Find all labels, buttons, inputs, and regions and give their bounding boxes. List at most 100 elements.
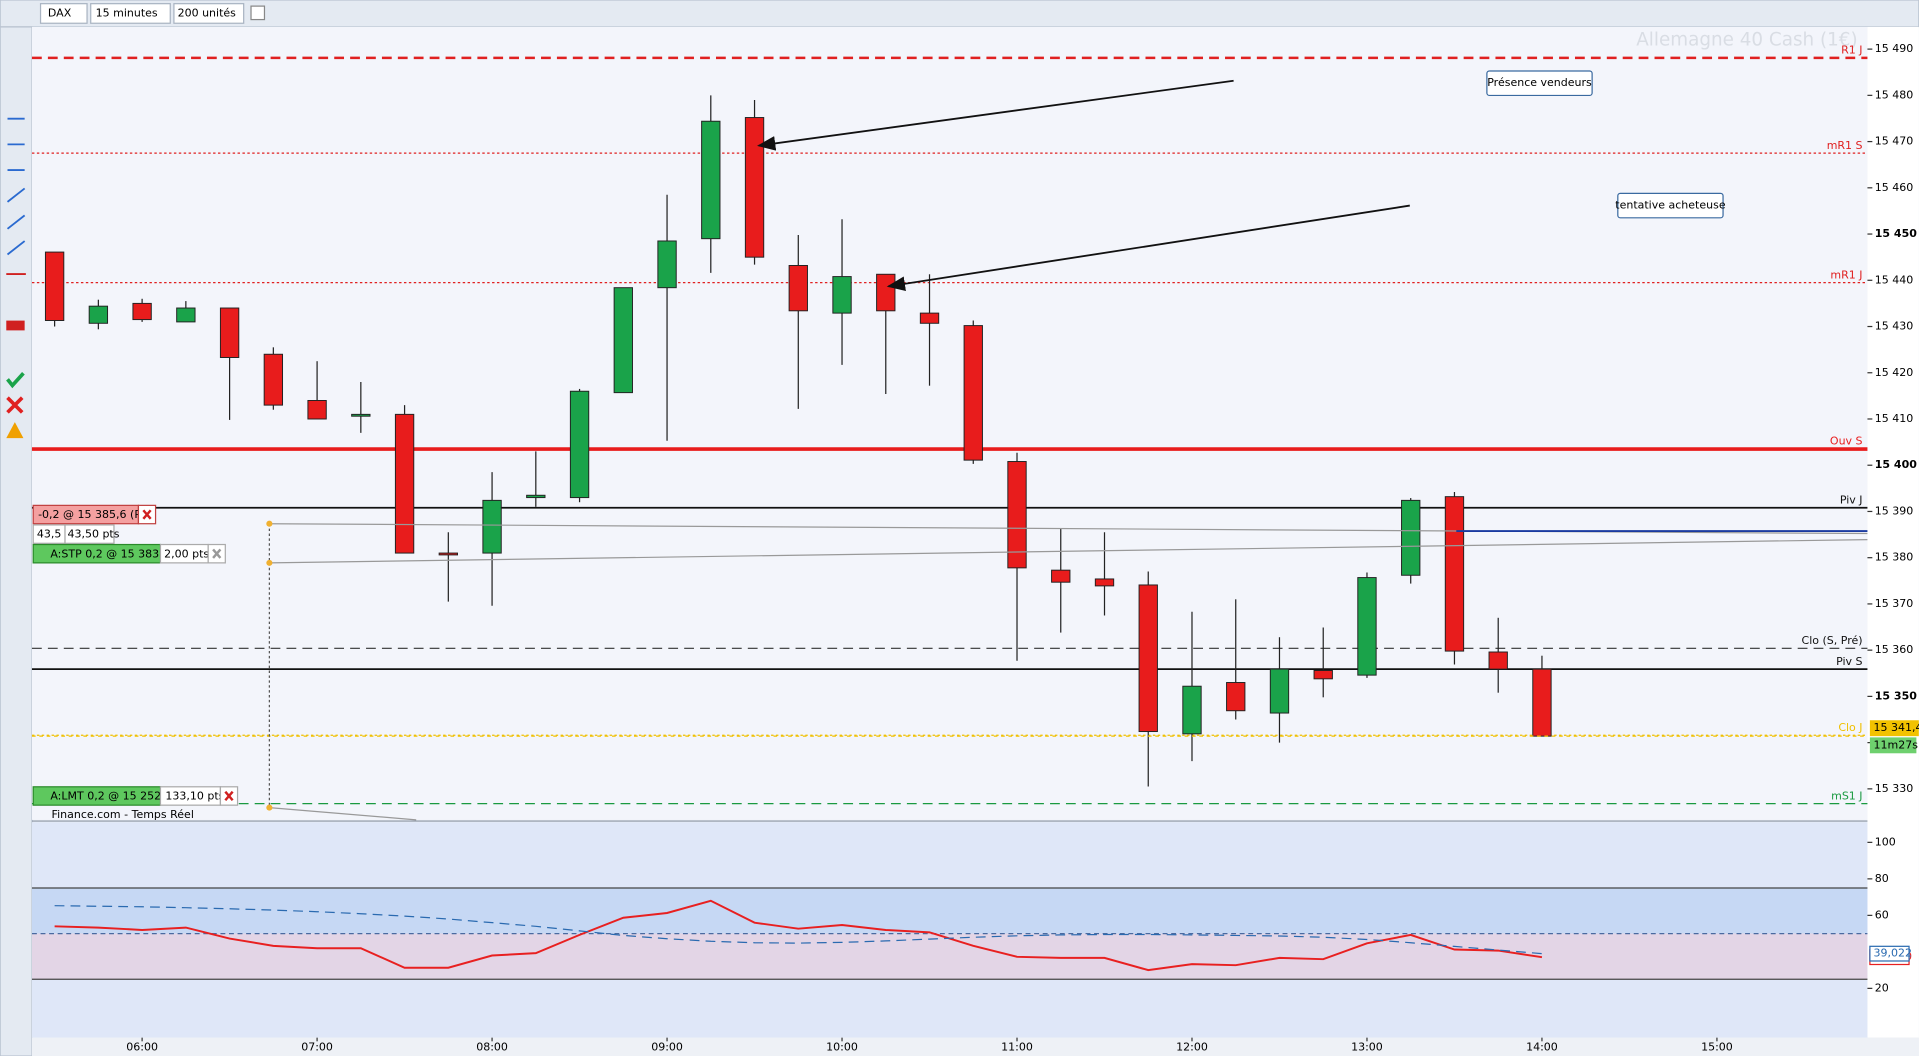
candle-body <box>613 287 633 394</box>
indicator-line <box>54 905 1543 955</box>
candle-body <box>1401 499 1421 576</box>
upper-band <box>31 887 1868 934</box>
candle-body <box>876 273 896 312</box>
instrument: DAX <box>48 6 72 19</box>
units: 200 unités <box>178 6 237 19</box>
stop: A:STP 0,2 @ 15 383,6 <box>50 547 169 560</box>
y-tick-label: 15 400 <box>1875 458 1917 471</box>
lower-band <box>31 933 1868 980</box>
candle-body <box>1182 685 1202 735</box>
candle-body <box>88 305 109 324</box>
instrument-select[interactable] <box>39 3 88 24</box>
value-label: 39,022 <box>1874 947 1912 960</box>
indicator-line <box>54 899 1543 972</box>
candle-body <box>744 117 765 258</box>
y-tick-label: 15 410 <box>1875 412 1913 425</box>
limit: A:LMT 0,2 @ 15 252,5 <box>50 790 171 803</box>
y-tick-label: 15 350 <box>1875 689 1917 702</box>
y-tick-label: 15 380 <box>1875 551 1913 564</box>
y-tick-label: 15 480 <box>1875 88 1913 101</box>
candle-body <box>219 307 240 358</box>
value-tag <box>1869 945 1910 962</box>
level-label: mR1 S <box>1827 139 1863 152</box>
annotation: tentative acheteuse <box>1615 199 1726 212</box>
candle-body <box>1488 651 1508 670</box>
y-tick-label: 15 390 <box>1875 504 1913 517</box>
data-source: Finance.com - Temps Réel <box>52 808 194 821</box>
units-select[interactable] <box>173 3 245 24</box>
position: -0,2 @ 15 385,6 (RL) <box>38 508 152 521</box>
time-axis <box>31 1037 1919 1056</box>
y-tick-label: 15 470 <box>1875 135 1913 148</box>
candle-body <box>569 390 590 499</box>
annotation-box[interactable] <box>1486 70 1593 97</box>
timeframe-select[interactable] <box>90 3 171 24</box>
y-tick-label: 60 <box>1875 908 1889 921</box>
toolbar <box>0 0 1919 28</box>
last-price-tag <box>1869 720 1919 737</box>
watermark: Allemagne 40 Cash (1€) <box>1636 29 1857 50</box>
annotation-arrow <box>757 79 1234 151</box>
level-label: mS1 J <box>1831 789 1862 802</box>
stop-pts: 2,00 pts <box>164 547 209 560</box>
candle-body <box>788 264 808 312</box>
y-tick-label: 15 450 <box>1875 227 1917 240</box>
limit-pts: 133,10 pts <box>165 790 224 803</box>
y-tick-label: 15 360 <box>1875 643 1913 656</box>
x-tick-label: 11:00 <box>1001 1040 1033 1053</box>
x-tick-label: 06:00 <box>126 1040 158 1053</box>
candle-body <box>657 240 677 289</box>
y-tick-label: 15 370 <box>1875 597 1913 610</box>
candle-body <box>438 552 458 556</box>
y-tick-label: 15 420 <box>1875 366 1913 379</box>
info-button[interactable] <box>250 5 266 21</box>
x-tick-label: 13:00 <box>1351 1040 1383 1053</box>
drawing-tools[interactable] <box>6 117 26 439</box>
candle-body <box>351 413 371 417</box>
candle-body <box>526 494 546 499</box>
candle-body <box>176 307 196 323</box>
candle-body <box>394 413 415 554</box>
timer: 11m27s <box>1874 738 1919 751</box>
position-pts: 43,50 pts <box>67 528 119 541</box>
price-axis <box>1867 26 1919 1038</box>
level-label: Ouv S <box>1830 435 1863 448</box>
candle-body <box>482 499 502 554</box>
candle-body <box>1269 668 1290 714</box>
candle-body <box>963 325 983 461</box>
x-tick-label: 12:00 <box>1176 1040 1208 1053</box>
candle-body <box>1532 668 1552 737</box>
y-tick-label: 15 490 <box>1875 42 1913 55</box>
y-tick-label: 80 <box>1875 872 1889 885</box>
drawing-toolbar <box>0 26 33 1056</box>
last-price: 15 341,4 <box>1874 721 1919 734</box>
level-label: Clo J <box>1838 721 1862 734</box>
y-tick-label: 20 <box>1875 981 1889 994</box>
annotation-box[interactable] <box>1617 192 1724 219</box>
candle-body <box>44 251 65 321</box>
x-tick-label: 14:00 <box>1526 1040 1558 1053</box>
y-tick-label: 100 <box>1875 835 1896 848</box>
candle-body <box>1094 578 1115 587</box>
timeframe: 15 minutes <box>96 6 158 19</box>
level-label: mR1 J <box>1830 268 1862 281</box>
candle-body <box>1444 496 1465 652</box>
candle-body <box>1357 577 1377 676</box>
order-boxes: -0,2 @ 15 385,6 (RL) 43,5 43,50 pts A:ST… <box>32 504 239 821</box>
y-tick-label: 15 430 <box>1875 320 1913 333</box>
x-tick-label: 09:00 <box>651 1040 683 1053</box>
order-lines <box>266 520 1868 821</box>
candle-body <box>919 312 940 324</box>
annotation-arrow <box>886 204 1410 292</box>
candle-body <box>132 302 152 321</box>
level-label: Clo (S, Pré) <box>1802 634 1863 647</box>
x-tick-label: 07:00 <box>301 1040 333 1053</box>
y-tick-label: 15 330 <box>1875 782 1913 795</box>
y-tick-label: 15 460 <box>1875 181 1913 194</box>
candle-body <box>701 120 721 240</box>
timer-tag <box>1869 737 1917 754</box>
